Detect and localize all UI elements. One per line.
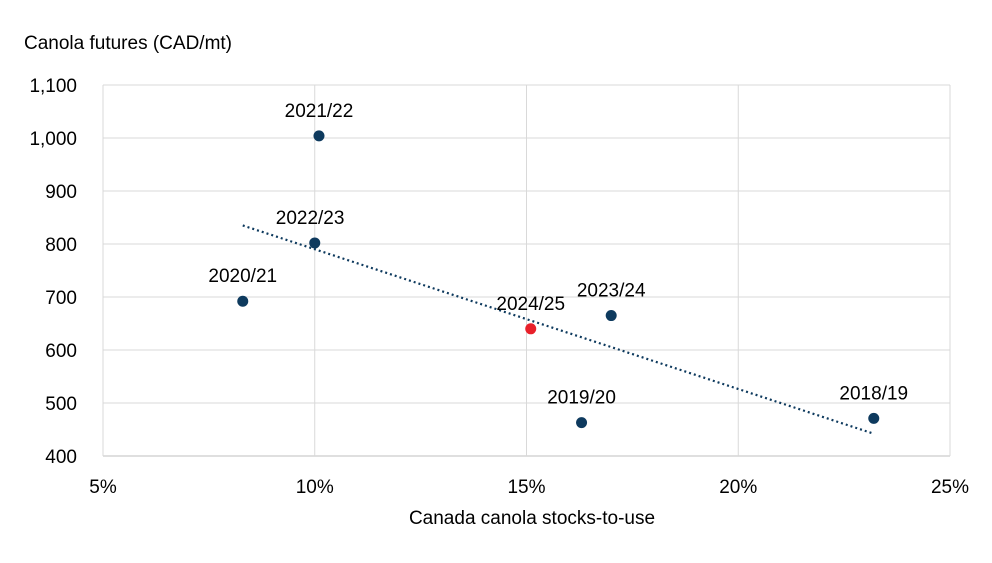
- point-label: 2021/22: [285, 101, 354, 122]
- x-tick-label: 15%: [507, 477, 545, 498]
- data-point: [576, 417, 588, 429]
- y-tick-label: 900: [45, 182, 77, 203]
- point-label: 2023/24: [577, 281, 646, 302]
- data-point: [237, 295, 249, 307]
- y-tick-label: 500: [45, 394, 77, 415]
- x-axis-title: Canada canola stocks-to-use: [409, 508, 655, 529]
- y-tick-label: 800: [45, 235, 77, 256]
- y-tick-label: 700: [45, 288, 77, 309]
- data-point: [309, 237, 321, 249]
- y-axis-ticks: 400 500 600 700 800 900 1,000 1,100: [29, 76, 77, 468]
- x-tick-label: 10%: [296, 477, 334, 498]
- x-tick-label: 5%: [89, 477, 117, 498]
- points-group: 2018/19 2019/20 2020/21 2021/22 2022/23 2023/…: [208, 101, 908, 429]
- point-label: 2019/20: [547, 388, 616, 409]
- y-tick-label: 400: [45, 447, 77, 468]
- y-tick-label: 1,100: [29, 76, 77, 97]
- trendline-group: [242, 224, 875, 435]
- y-axis-title: Canola futures (CAD/mt): [24, 33, 232, 54]
- data-point: [313, 130, 325, 142]
- x-tick-label: 25%: [931, 477, 969, 498]
- point-label: 2018/19: [839, 383, 908, 404]
- point-label: 2020/21: [208, 266, 277, 287]
- data-point: [525, 323, 537, 335]
- x-axis-ticks: 5% 10% 15% 20% 25%: [89, 477, 969, 498]
- y-tick-label: 1,000: [29, 129, 77, 150]
- point-label: 2024/25: [496, 294, 565, 315]
- x-tick-label: 20%: [719, 477, 757, 498]
- data-point: [605, 310, 617, 322]
- trendline: [242, 224, 875, 435]
- grid: [102, 84, 951, 457]
- data-point: [868, 412, 880, 424]
- point-label: 2022/23: [276, 208, 345, 229]
- y-tick-label: 600: [45, 341, 77, 362]
